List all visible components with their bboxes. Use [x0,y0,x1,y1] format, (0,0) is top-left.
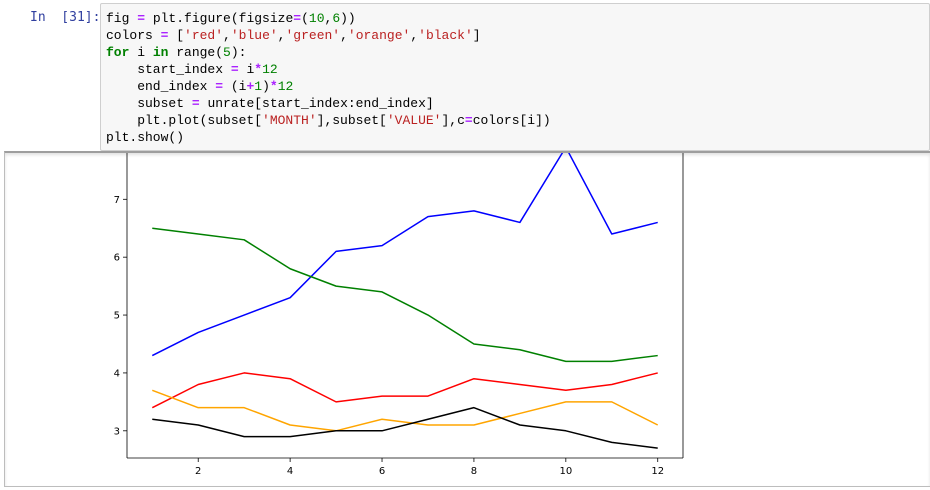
code-token: 'VALUE' [386,113,442,128]
code-token: = [191,96,200,111]
code-token: plt.show() [106,130,185,145]
code-token: 1 [254,79,263,94]
code-token: [ [168,28,185,43]
code-token: subset [106,96,192,111]
y-tick-label: 5 [114,311,120,322]
code-token: = [215,79,224,94]
code-token: )) [340,11,356,26]
code-token: plt.figure(figsize [145,11,294,26]
y-tick-label: 4 [114,368,120,379]
code-token: 'MONTH' [262,113,317,128]
x-tick-label: 6 [379,466,385,477]
code-line: for i in range(5): [106,44,551,61]
series-line-0 [151,372,658,409]
series-line-1 [151,153,658,357]
x-tick-label: 12 [651,466,664,477]
code-editor[interactable]: fig = plt.figure(figsize=(10,6)) colors =… [106,10,551,146]
code-token: ) [262,79,270,94]
code-token: range( [168,45,224,60]
output-area: 2 4 6 8 10 12 3 4 5 6 7 [4,151,930,487]
code-line: start_index = i*12 [106,61,551,78]
series-line-4 [152,406,658,449]
code-token: , [410,28,419,43]
y-tick-label: 3 [114,426,120,437]
series-line-3 [152,389,659,432]
y-tick-label: 6 [114,253,120,264]
code-token: , [324,11,333,26]
code-token: = [160,28,169,43]
code-token: fig [106,11,138,26]
code-line: subset = unrate[start_index:end_index] [106,95,551,112]
cell-prompt: In [31]: [30,10,101,25]
code-token: ],c [441,113,465,128]
code-token: 6 [332,11,341,26]
code-token: , [223,28,231,43]
code-cell[interactable]: fig = plt.figure(figsize=(10,6)) colors =… [100,3,930,151]
y-tick-label: 7 [114,195,120,206]
code-token: colors[i]) [472,113,551,128]
code-token: 12 [262,62,278,77]
code-token: i [238,62,255,77]
code-token: colors [106,28,161,43]
code-token: = [137,11,146,26]
code-token: = [293,11,302,26]
code-token: 'blue' [230,28,278,43]
code-token: = [464,113,473,128]
code-line: plt.show() [106,129,551,146]
code-line: plt.plot(subset['MONTH'],subset['VALUE']… [106,112,551,129]
code-token: 'green' [285,28,341,43]
code-token: 'red' [184,28,224,43]
code-token: * [254,62,263,77]
code-line: end_index = (i+1)*12 [106,78,551,95]
code-token: 'black' [418,28,473,43]
code-token: 'orange' [347,28,411,43]
x-tick-label: 4 [287,466,293,477]
code-token: plt.plot(subset[ [106,113,263,128]
code-token: ],subset[ [316,113,387,128]
code-token: start_index [106,62,231,77]
plot-area [151,153,659,449]
code-token: ] [472,28,481,43]
code-line: colors = ['red','blue','green','orange',… [106,27,551,44]
code-token: , [340,28,348,43]
code-token: in [152,45,169,60]
x-tick-label: 2 [195,466,201,477]
code-token: ): [230,45,247,60]
series-line-2 [152,227,658,363]
code-token: 12 [277,79,294,94]
code-token: end_index [106,79,216,94]
code-token: ( [301,11,309,26]
code-token: , [277,28,286,43]
code-token: i [129,45,153,60]
code-token: 10 [308,11,325,26]
code-token: (i [223,79,247,94]
code-line: fig = plt.figure(figsize=(10,6)) [106,10,551,27]
x-tick-label: 8 [471,466,477,477]
code-token: for [106,45,130,60]
code-token: * [269,79,278,94]
code-token: = [230,62,239,77]
code-token: 5 [223,45,231,60]
x-tick-label: 10 [559,466,572,477]
code-token: unrate[start_index:end_index] [199,96,434,111]
code-token: + [246,79,255,94]
line-chart: 2 4 6 8 10 12 3 4 5 6 7 [114,153,684,477]
